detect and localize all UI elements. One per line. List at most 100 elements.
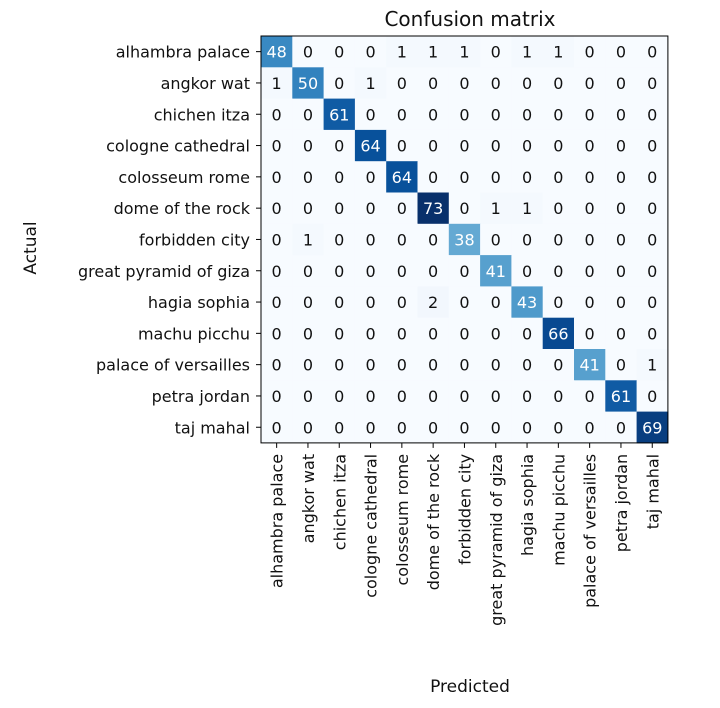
cell-value-label: 69 bbox=[642, 418, 662, 437]
cell-value-label: 0 bbox=[272, 356, 282, 375]
heatmap-cell bbox=[417, 67, 450, 99]
cell-value-label: 0 bbox=[365, 230, 375, 249]
heatmap-cell bbox=[605, 286, 637, 319]
heatmap-cell bbox=[480, 98, 512, 131]
cell-value-label: 0 bbox=[459, 418, 469, 437]
cell-value-label: 0 bbox=[647, 262, 657, 281]
cell-value-label: 0 bbox=[585, 230, 595, 249]
cell-value-label: 0 bbox=[553, 387, 563, 406]
cell-value-label: 0 bbox=[585, 418, 595, 437]
cell-value-label: 0 bbox=[459, 137, 469, 156]
cell-value-label: 0 bbox=[303, 324, 313, 343]
cell-value-label: 0 bbox=[397, 105, 407, 124]
cell-value-label: 64 bbox=[360, 137, 380, 156]
cell-value-label: 0 bbox=[334, 230, 344, 249]
heatmap-cell bbox=[511, 411, 544, 444]
heatmap-cell bbox=[448, 380, 481, 412]
cell-value-label: 1 bbox=[303, 230, 313, 249]
heatmap-cell bbox=[417, 317, 450, 350]
heatmap-cell bbox=[386, 380, 418, 412]
heatmap-cell bbox=[323, 223, 356, 256]
heatmap-cell bbox=[448, 36, 481, 68]
heatmap-cell bbox=[448, 129, 481, 162]
heatmap-cell bbox=[542, 255, 575, 287]
heatmap-cell bbox=[511, 67, 544, 99]
x-axis-ticks: alhambra palace angkor wat chichen itza col… bbox=[268, 442, 662, 626]
cell-value-label: 0 bbox=[459, 168, 469, 187]
heatmap-cell bbox=[323, 161, 356, 193]
cell-value-label: 0 bbox=[365, 43, 375, 62]
heatmap-cell bbox=[636, 129, 669, 162]
cell-value-label: 1 bbox=[365, 74, 375, 93]
heatmap-cell bbox=[386, 67, 418, 99]
heatmap-cell bbox=[386, 286, 418, 319]
heatmap-cell bbox=[323, 411, 356, 444]
cell-value-label: 43 bbox=[517, 293, 537, 312]
heatmap-cell bbox=[386, 98, 418, 131]
cell-value-label: 0 bbox=[365, 199, 375, 218]
heatmap-cell bbox=[542, 317, 575, 350]
cell-value-label: 0 bbox=[397, 262, 407, 281]
heatmap-cell bbox=[417, 161, 450, 193]
cell-value-label: 0 bbox=[585, 199, 595, 218]
cell-value-label: 0 bbox=[616, 324, 626, 343]
cell-value-label: 0 bbox=[334, 293, 344, 312]
heatmap-cell bbox=[511, 36, 544, 68]
heatmap-cell bbox=[605, 67, 637, 99]
cell-value-label: 0 bbox=[491, 418, 501, 437]
heatmap-cell bbox=[480, 67, 512, 99]
heatmap-cell bbox=[292, 411, 324, 444]
cell-value-label: 0 bbox=[616, 74, 626, 93]
cell-value-label: 1 bbox=[459, 43, 469, 62]
cell-value-label: 0 bbox=[428, 324, 438, 343]
cell-value-label: 0 bbox=[334, 74, 344, 93]
heatmap-cell bbox=[605, 223, 637, 256]
cell-value-label: 1 bbox=[522, 43, 532, 62]
cell-value-label: 0 bbox=[616, 356, 626, 375]
cell-value-label: 0 bbox=[272, 387, 282, 406]
heatmap-cell bbox=[574, 317, 606, 350]
cell-value-label: 0 bbox=[397, 199, 407, 218]
heatmap-cell bbox=[261, 223, 293, 256]
cell-value-label: 0 bbox=[522, 74, 532, 93]
cell-value-label: 0 bbox=[428, 137, 438, 156]
heatmap-cell bbox=[323, 317, 356, 350]
heatmap-cell bbox=[605, 380, 637, 412]
cell-value-label: 0 bbox=[397, 293, 407, 312]
heatmap-cell bbox=[261, 349, 293, 381]
cell-value-label: 0 bbox=[397, 387, 407, 406]
cell-value-label: 48 bbox=[266, 43, 286, 62]
x-axis-title: Predicted bbox=[430, 677, 510, 697]
heatmap-cell bbox=[386, 161, 418, 193]
heatmap-cell bbox=[480, 380, 512, 412]
cell-value-label: 0 bbox=[303, 168, 313, 187]
heatmap-cell bbox=[292, 67, 324, 99]
heatmap-cell bbox=[511, 161, 544, 193]
heatmap-cell bbox=[417, 349, 450, 381]
heatmap-cell bbox=[480, 129, 512, 162]
heatmap-cell bbox=[511, 255, 544, 287]
cell-value-label: 0 bbox=[334, 199, 344, 218]
cell-value-label: 0 bbox=[334, 262, 344, 281]
cell-value-label: 0 bbox=[365, 293, 375, 312]
heatmap-cell bbox=[386, 255, 418, 287]
heatmap-cell bbox=[605, 349, 637, 381]
heatmap-cell bbox=[354, 223, 387, 256]
heatmap-cell bbox=[448, 255, 481, 287]
cell-value-label: 0 bbox=[647, 74, 657, 93]
cell-value-label: 0 bbox=[585, 293, 595, 312]
cell-value-label: 0 bbox=[365, 105, 375, 124]
x-tick-label: colosseum rome bbox=[393, 454, 412, 586]
heatmap-cell bbox=[323, 67, 356, 99]
cell-value-label: 0 bbox=[616, 262, 626, 281]
cell-value-label: 0 bbox=[585, 387, 595, 406]
x-tick-label: machu picchu bbox=[549, 454, 568, 566]
cell-value-label: 0 bbox=[647, 230, 657, 249]
cell-value-label: 0 bbox=[334, 387, 344, 406]
cell-value-label: 0 bbox=[616, 43, 626, 62]
cell-value-label: 0 bbox=[303, 137, 313, 156]
heatmap-cell bbox=[574, 129, 606, 162]
y-tick-label: colosseum rome bbox=[118, 168, 250, 187]
heatmap-cell bbox=[386, 349, 418, 381]
cell-value-label: 0 bbox=[553, 230, 563, 249]
